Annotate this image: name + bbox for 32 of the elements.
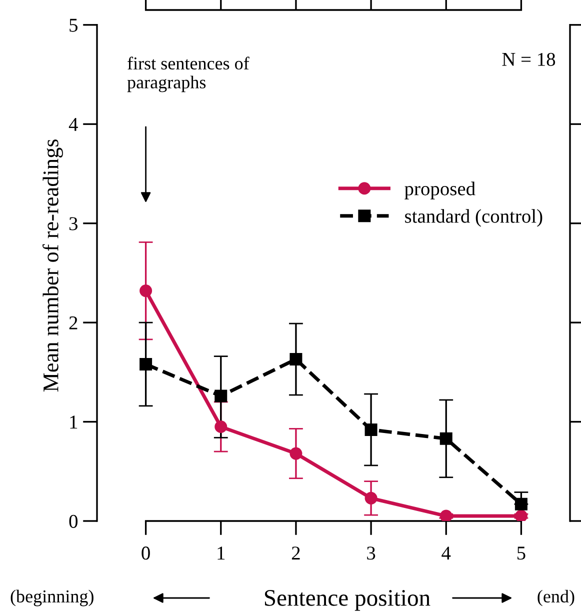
text: (end) [538, 590, 574, 606]
y-tick-label: 5 [70, 18, 78, 32]
point [214, 390, 228, 402]
x-tick-label: 4 [442, 546, 451, 560]
x-tick-label: 0 [142, 546, 150, 560]
y-tick-label: 0 [69, 514, 78, 528]
x-axis-title: Sentence position [264, 590, 430, 611]
point [364, 423, 378, 436]
x-tick-label: 1 [218, 546, 225, 560]
text: (beginning) [10, 590, 94, 606]
x-tick-label: 3 [367, 546, 376, 560]
point [440, 510, 452, 521]
point [290, 353, 302, 366]
x-tick-label: 5 [517, 546, 526, 560]
annotation: N = 18 [502, 52, 556, 66]
y-axis-title: Mean number of re-readings [42, 140, 63, 392]
point [364, 492, 378, 504]
point [440, 432, 452, 445]
annotation: first sentences of paragraphs [127, 56, 250, 92]
legend-label: standard (control) [405, 209, 542, 227]
point [140, 358, 152, 370]
point [140, 284, 152, 298]
y-tick-label: 2 [69, 316, 78, 330]
legend-label: proposed [404, 182, 476, 200]
x-tick-label: 2 [292, 546, 300, 560]
y-tick-label: 4 [68, 118, 78, 131]
point [214, 420, 228, 433]
y-tick-label: 3 [69, 217, 78, 230]
y-tick-label: 1 [70, 416, 78, 429]
point [514, 510, 528, 521]
point [290, 447, 302, 460]
point [514, 498, 528, 510]
